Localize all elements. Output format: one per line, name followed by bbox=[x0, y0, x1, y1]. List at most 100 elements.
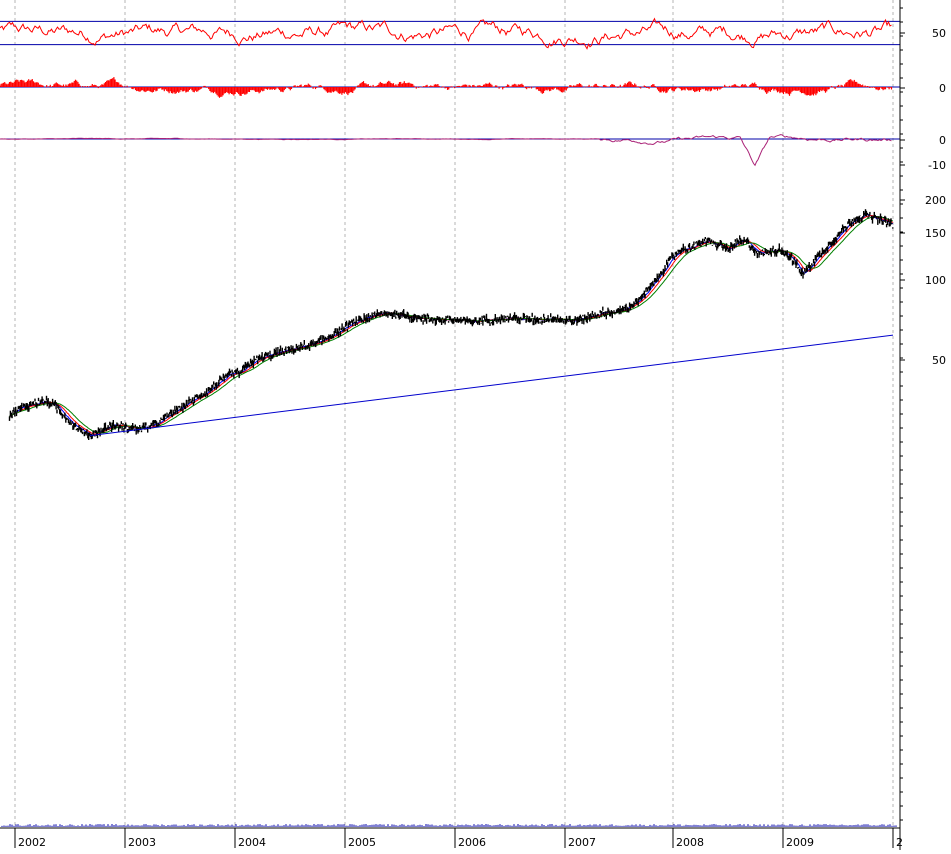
histogram-bar bbox=[757, 86, 758, 87]
x-tick-label: 2006 bbox=[458, 836, 486, 849]
histogram-bar bbox=[350, 87, 351, 92]
histogram-bar bbox=[539, 87, 540, 91]
histogram-bar bbox=[326, 87, 327, 92]
histogram-bar bbox=[385, 84, 386, 87]
histogram-bar bbox=[652, 84, 653, 87]
histogram-bar bbox=[244, 87, 245, 95]
histogram-bar bbox=[463, 85, 464, 87]
histogram-bar bbox=[525, 87, 526, 88]
histogram-bar bbox=[845, 83, 846, 87]
histogram-bar bbox=[685, 87, 686, 90]
histogram-bar bbox=[542, 87, 543, 94]
histogram-bar bbox=[346, 87, 347, 94]
histogram-bar bbox=[389, 82, 390, 88]
histogram-bar bbox=[483, 85, 484, 87]
histogram-bar bbox=[518, 84, 519, 87]
histogram-bar bbox=[781, 87, 782, 92]
histogram-bar bbox=[692, 87, 693, 89]
histogram-bar bbox=[135, 87, 136, 90]
histogram-bar bbox=[387, 82, 388, 87]
histogram-bar bbox=[22, 80, 23, 87]
histogram-bar bbox=[422, 87, 423, 88]
histogram-bar bbox=[381, 83, 382, 87]
histogram-bar bbox=[197, 87, 198, 91]
histogram-bar bbox=[38, 83, 39, 87]
histogram-bar bbox=[731, 86, 732, 88]
histogram-bar bbox=[631, 82, 632, 87]
histogram-bar bbox=[857, 84, 858, 88]
histogram-bar bbox=[254, 87, 255, 91]
histogram-bar bbox=[605, 86, 606, 88]
histogram-bar bbox=[674, 87, 675, 91]
histogram-bar bbox=[14, 82, 15, 87]
histogram-bar bbox=[754, 83, 755, 88]
histogram-bar bbox=[166, 87, 167, 91]
histogram-bar bbox=[195, 87, 196, 91]
histogram-bar bbox=[424, 86, 425, 87]
histogram-bar bbox=[58, 84, 59, 87]
histogram-bar bbox=[791, 87, 792, 92]
histogram-bar bbox=[502, 87, 503, 89]
histogram-bar bbox=[215, 87, 216, 94]
histogram-bar bbox=[508, 85, 509, 87]
histogram-bar bbox=[509, 86, 510, 87]
histogram-bar bbox=[743, 85, 744, 87]
histogram-bar bbox=[351, 87, 352, 92]
histogram-bar bbox=[572, 86, 573, 87]
histogram-bar bbox=[682, 87, 683, 90]
histogram-bar bbox=[841, 85, 842, 87]
histogram-bar bbox=[883, 87, 884, 90]
histogram-bar bbox=[787, 87, 788, 93]
histogram-bar bbox=[469, 85, 470, 87]
oscillator-tick-label: 50 bbox=[932, 27, 946, 40]
histogram-bar bbox=[647, 87, 648, 88]
histogram-bar bbox=[709, 87, 710, 90]
histogram-bar bbox=[115, 80, 116, 88]
histogram-bar bbox=[581, 85, 582, 87]
histogram-bar bbox=[290, 87, 291, 90]
histogram-bar bbox=[196, 87, 197, 92]
histogram-bar bbox=[495, 85, 496, 87]
histogram-bar bbox=[303, 86, 304, 87]
histogram-bar bbox=[172, 87, 173, 94]
histogram-bar bbox=[591, 86, 592, 87]
histogram-bar bbox=[340, 87, 341, 93]
histogram-bar bbox=[55, 83, 56, 87]
histogram-bar bbox=[608, 87, 609, 88]
histogram-bar bbox=[669, 87, 670, 89]
histogram-bar bbox=[493, 87, 494, 88]
histogram-bar bbox=[316, 87, 317, 88]
histogram-bar bbox=[50, 85, 51, 87]
histogram-bar bbox=[760, 87, 761, 88]
histogram-bar bbox=[409, 83, 410, 87]
histogram-bar bbox=[95, 85, 96, 87]
histogram-bar bbox=[637, 86, 638, 87]
histogram-bar bbox=[565, 87, 566, 90]
histogram-bar bbox=[614, 85, 615, 87]
histogram-bar bbox=[866, 86, 867, 87]
x-tick-label: 2007 bbox=[568, 836, 596, 849]
histogram-bar bbox=[412, 84, 413, 87]
histogram-bar bbox=[142, 87, 143, 90]
histogram-bar bbox=[890, 87, 891, 88]
histogram-bar bbox=[233, 87, 234, 96]
histogram-bar bbox=[554, 87, 555, 89]
histogram-bar bbox=[321, 86, 322, 87]
histogram-bar bbox=[388, 81, 389, 87]
histogram-bar bbox=[479, 85, 480, 87]
histogram-bar bbox=[178, 87, 179, 93]
histogram-bar bbox=[158, 87, 159, 89]
histogram-bar bbox=[443, 87, 444, 88]
histogram-bar bbox=[391, 83, 392, 87]
histogram-bar bbox=[206, 87, 207, 88]
histogram-bar bbox=[668, 87, 669, 90]
histogram-bar bbox=[544, 87, 545, 91]
histogram-bar bbox=[133, 87, 134, 89]
histogram-bar bbox=[431, 86, 432, 87]
histogram-bar bbox=[119, 85, 120, 87]
histogram-bar bbox=[218, 87, 219, 97]
histogram-bar bbox=[268, 87, 269, 89]
histogram-bar bbox=[718, 87, 719, 89]
histogram-bar bbox=[595, 84, 596, 87]
histogram-tick-label: 0 bbox=[939, 82, 946, 95]
